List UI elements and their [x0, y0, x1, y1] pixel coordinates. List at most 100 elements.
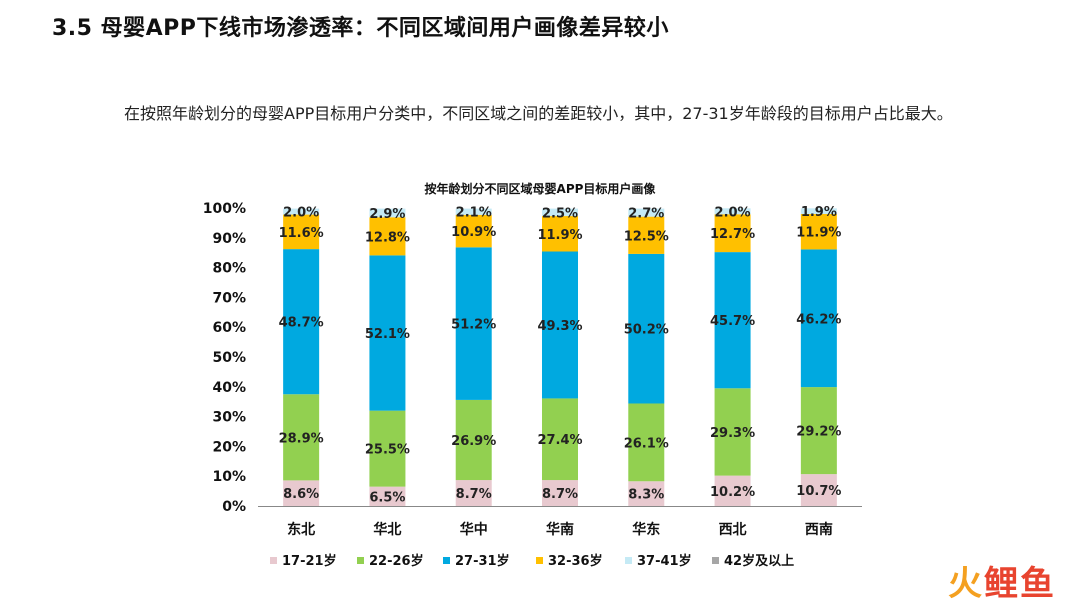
- legend-swatch: [443, 557, 450, 564]
- data-label: 12.5%: [624, 229, 669, 244]
- bar-segment: [628, 481, 665, 506]
- watermark-logo: 火鲤鱼: [948, 564, 1056, 604]
- data-label: 8.7%: [542, 487, 578, 502]
- legend-label: 27-31岁: [455, 553, 510, 569]
- x-tick-label: 华东: [632, 521, 660, 538]
- legend-swatch: [270, 557, 277, 564]
- bar-segment: [369, 217, 406, 256]
- bar-segment: [455, 480, 492, 506]
- data-label: 8.6%: [283, 487, 319, 502]
- data-label: 46.2%: [796, 312, 841, 327]
- bar-segment: [369, 208, 406, 218]
- data-label: 2.1%: [456, 206, 492, 221]
- data-label: 26.1%: [624, 436, 669, 451]
- data-label: 48.7%: [279, 316, 324, 331]
- data-label: 11.9%: [796, 226, 841, 241]
- y-tick-label: 90%: [212, 231, 246, 247]
- data-label: 49.3%: [537, 319, 582, 334]
- legend-label: 17-21岁: [282, 553, 337, 569]
- data-label: 12.7%: [710, 227, 755, 242]
- bar-segment: [283, 480, 320, 506]
- data-label: 45.7%: [710, 314, 755, 329]
- x-tick-label: 西北: [719, 522, 747, 538]
- data-label: 1.9%: [801, 205, 837, 220]
- y-tick-label: 100%: [203, 201, 246, 217]
- data-label: 12.8%: [365, 230, 410, 245]
- bar-segment: [283, 208, 320, 215]
- bar-segment: [714, 475, 751, 506]
- data-label: 8.7%: [456, 487, 492, 502]
- data-label: 6.5%: [369, 490, 405, 505]
- y-tick-label: 50%: [212, 350, 246, 366]
- y-tick-label: 40%: [212, 380, 246, 396]
- legend-swatch: [536, 557, 543, 564]
- bar-segment: [369, 410, 406, 487]
- bar-segment: [714, 214, 751, 253]
- bar-segment: [800, 387, 837, 475]
- data-label: 28.9%: [279, 431, 324, 446]
- legend-label: 22-26岁: [369, 553, 424, 569]
- y-tick-label: 80%: [212, 261, 246, 277]
- bar-segment: [542, 398, 578, 481]
- data-label: 25.5%: [365, 443, 410, 458]
- y-tick-label: 0%: [222, 499, 246, 515]
- legend-label: 37-41岁: [637, 553, 692, 569]
- bar-segment: [455, 399, 492, 481]
- data-label: 50.2%: [624, 323, 669, 338]
- description-paragraph: 在按照年龄划分的母婴APP目标用户分类中，不同区域之间的差距较小，其中，27-3…: [124, 104, 953, 123]
- bar-segment: [800, 249, 837, 388]
- data-label: 2.0%: [283, 206, 319, 221]
- data-label: 2.9%: [369, 207, 405, 222]
- x-tick-label: 华中: [460, 521, 488, 538]
- data-label: 27.4%: [537, 433, 582, 448]
- bar-segment: [628, 403, 665, 482]
- data-label: 29.3%: [710, 426, 755, 441]
- x-tick-label: 华南: [546, 521, 574, 538]
- y-tick-label: 70%: [212, 290, 246, 306]
- bar-segment: [283, 394, 320, 481]
- legend-swatch: [625, 557, 632, 564]
- x-tick-label: 华北: [373, 521, 401, 538]
- data-label: 10.9%: [451, 225, 496, 240]
- bar-segment: [542, 216, 578, 252]
- data-label: 10.2%: [710, 485, 755, 500]
- bar-segment: [542, 251, 578, 399]
- data-label: 11.6%: [279, 226, 324, 241]
- legend-swatch: [712, 557, 719, 564]
- bar-segment: [800, 474, 837, 506]
- bar-segment: [283, 249, 320, 395]
- legend-swatch: [357, 557, 364, 564]
- y-tick-label: 60%: [212, 320, 246, 336]
- data-label: 8.3%: [628, 488, 664, 503]
- data-label: 2.7%: [628, 207, 664, 222]
- bar-segment: [800, 208, 837, 214]
- legend-label: 42岁及以上: [724, 553, 794, 569]
- bar-segment: [283, 214, 320, 250]
- bar-segment: [542, 480, 578, 506]
- data-label: 2.5%: [542, 206, 578, 221]
- data-label: 2.0%: [715, 205, 751, 220]
- x-tick-label: 东北: [287, 521, 315, 538]
- bar-segment: [455, 247, 492, 400]
- bar-segment: [542, 208, 578, 217]
- data-label: 11.9%: [537, 228, 582, 243]
- chart-title: 按年龄划分不同区域母婴APP目标用户画像: [424, 182, 656, 196]
- page-heading: 3.5 母婴APP下线市场渗透率：不同区域间用户画像差异较小: [52, 16, 669, 41]
- bar-segment: [628, 208, 665, 217]
- y-tick-label: 10%: [212, 469, 246, 485]
- bar-segment: [369, 255, 406, 411]
- y-tick-label: 30%: [212, 410, 246, 426]
- bar-segment: [714, 252, 751, 389]
- bar-segment: [628, 253, 665, 404]
- bar-segment: [800, 213, 837, 250]
- bar-segment: [455, 214, 492, 248]
- data-label: 29.2%: [796, 425, 841, 440]
- bar-segment: [628, 216, 665, 254]
- data-label: 51.2%: [451, 318, 496, 333]
- x-tick-label: 西南: [805, 521, 833, 538]
- data-label: 10.7%: [796, 484, 841, 499]
- bar-segment: [455, 208, 492, 215]
- bar-segment: [714, 388, 751, 476]
- bar-segment: [714, 208, 751, 215]
